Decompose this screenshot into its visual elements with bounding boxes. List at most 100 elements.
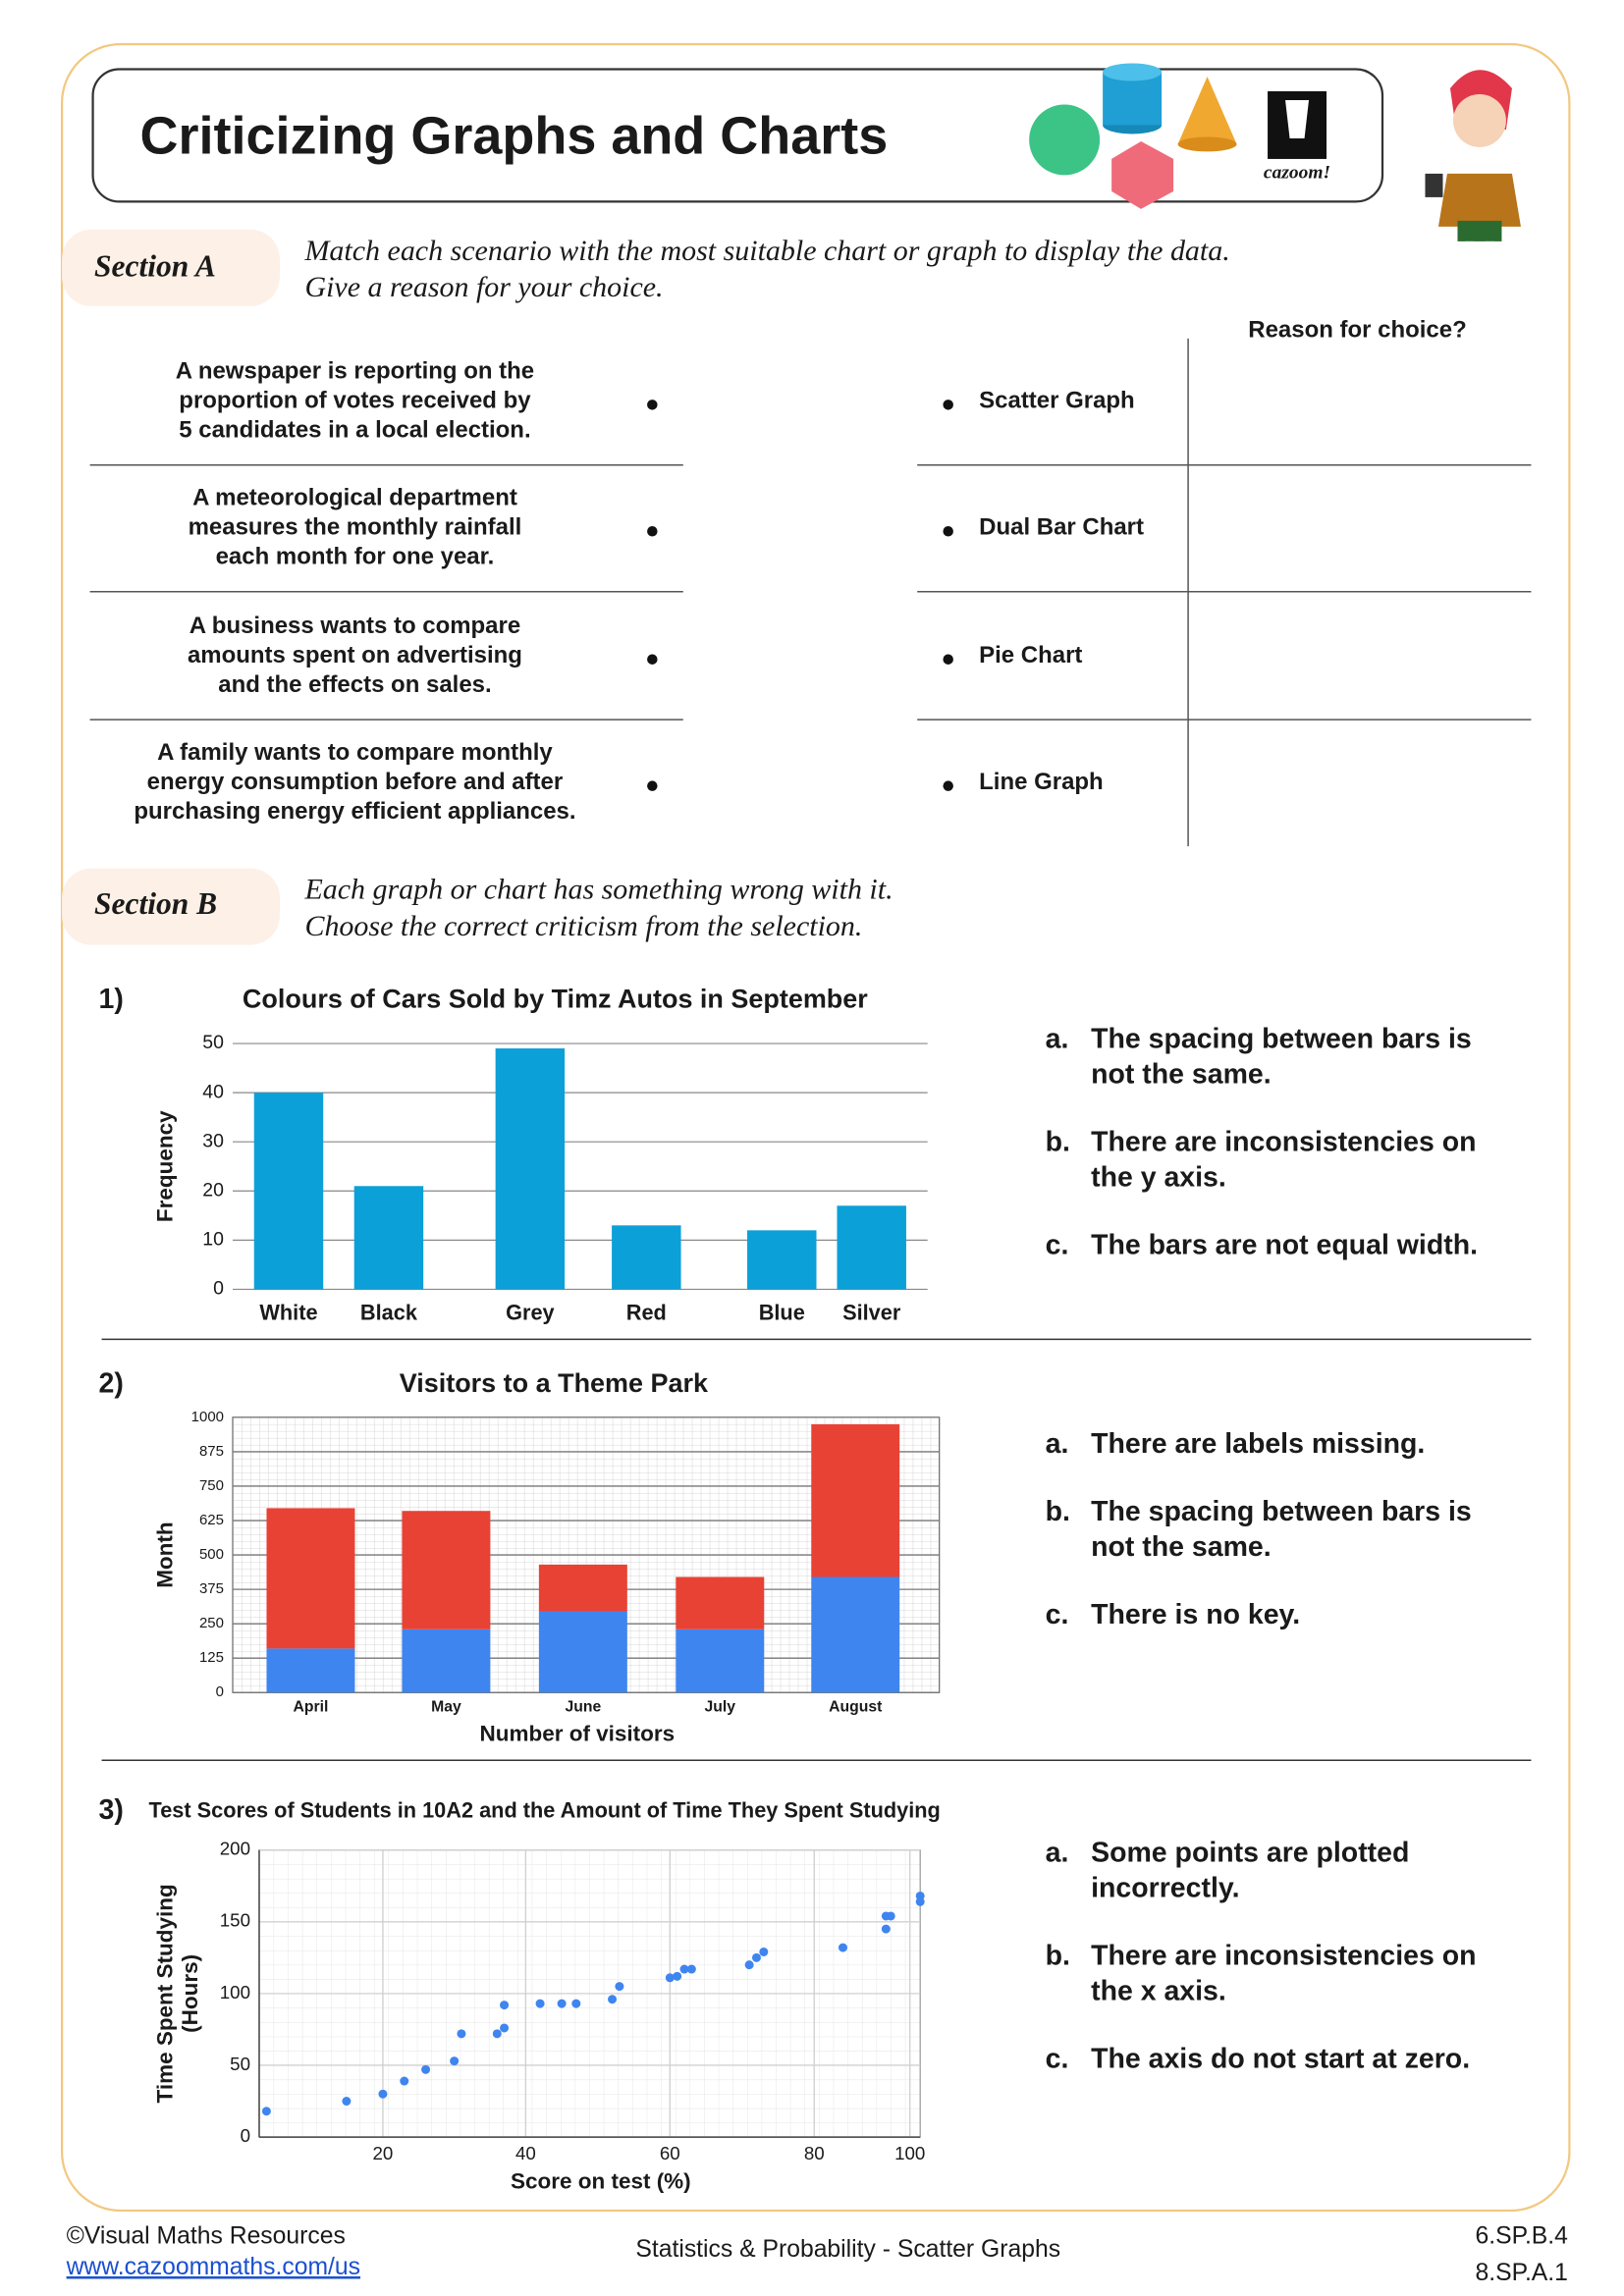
scatter-point xyxy=(915,1896,925,1906)
x-tick-label: April xyxy=(294,1698,329,1715)
standard: 8.SP.A.1 xyxy=(1476,2260,1568,2286)
match-dot xyxy=(647,780,658,791)
scatter-point xyxy=(450,2056,460,2066)
bar xyxy=(495,1048,566,1290)
bar-segment xyxy=(676,1629,765,1693)
bar-segment xyxy=(811,1423,900,1577)
option-text: not the same. xyxy=(1091,1531,1272,1563)
scatter-point xyxy=(535,1999,545,2008)
scatter-point xyxy=(751,1952,761,1962)
bar xyxy=(253,1093,324,1290)
chart-option: Dual Bar Chart xyxy=(979,514,1144,541)
chart-title: Test Scores of Students in 10A2 and the … xyxy=(149,1797,941,1822)
scenario-text: A family wants to compare monthly xyxy=(157,739,553,766)
y-tick-label: 750 xyxy=(199,1477,224,1494)
option-text: There are labels missing. xyxy=(1091,1428,1425,1460)
option-letter: a. xyxy=(1046,1024,1069,1055)
scatter-point xyxy=(400,2076,409,2086)
y-tick-label: 250 xyxy=(199,1615,224,1631)
scatter-point xyxy=(673,1971,682,1981)
y-axis-label: (Hours) xyxy=(178,1954,202,2033)
y-tick-label: 50 xyxy=(202,1032,224,1053)
scatter-point xyxy=(838,1943,847,1952)
match-dot xyxy=(943,780,953,791)
x-tick-label: White xyxy=(259,1301,317,1325)
character-illustration xyxy=(1425,70,1521,268)
scenario-text: A business wants to compare xyxy=(189,613,520,639)
y-tick-label: 40 xyxy=(202,1081,224,1102)
option-letter: c. xyxy=(1046,1599,1069,1630)
y-tick-label: 625 xyxy=(199,1512,224,1528)
bar xyxy=(612,1225,681,1290)
option-letter: a. xyxy=(1046,1428,1069,1460)
chart-option: Scatter Graph xyxy=(979,388,1135,414)
option-letter: a. xyxy=(1046,1838,1069,1869)
y-axis-label: Time Spent Studying xyxy=(152,1884,177,2103)
chart-title: Colours of Cars Sold by Timz Autos in Se… xyxy=(243,985,868,1014)
x-tick-label: 40 xyxy=(515,2143,536,2163)
y-tick-label: 0 xyxy=(241,2125,250,2146)
bar-segment xyxy=(676,1576,765,1629)
scenario-text: and the effects on sales. xyxy=(218,671,491,698)
scenario-text: purchasing energy efficient appliances. xyxy=(134,798,575,825)
y-tick-label: 10 xyxy=(202,1229,224,1251)
instruction: Each graph or chart has something wrong … xyxy=(303,873,893,905)
section-label: Section B xyxy=(94,886,217,921)
scatter-point xyxy=(457,2029,466,2039)
x-tick-label: Silver xyxy=(842,1301,901,1325)
website-link[interactable]: www.cazoommaths.com/us xyxy=(66,2254,360,2280)
scatter-point xyxy=(744,1960,754,1970)
question-number: 3) xyxy=(99,1794,124,1826)
scatter-point xyxy=(608,1995,618,2004)
bar-segment xyxy=(266,1648,355,1693)
option-letter: b. xyxy=(1046,1127,1070,1158)
scenario-text: measures the monthly rainfall xyxy=(189,514,522,541)
page-title: Criticizing Graphs and Charts xyxy=(140,107,889,166)
question-number: 2) xyxy=(99,1367,124,1399)
scatter-point xyxy=(881,1924,891,1934)
x-tick-label: Grey xyxy=(506,1301,555,1325)
y-axis-label: Month xyxy=(152,1522,177,1587)
scenario-text: proportion of votes received by xyxy=(179,388,531,414)
scenario-text: 5 candidates in a local election. xyxy=(179,417,530,444)
scenario-text: A meteorological department xyxy=(192,485,517,511)
chart-title: Visitors to a Theme Park xyxy=(400,1368,709,1398)
topic: Statistics & Probability - Scatter Graph… xyxy=(635,2236,1060,2263)
copyright: ©Visual Maths Resources xyxy=(67,2223,346,2250)
option-letter: b. xyxy=(1046,1941,1070,1972)
scatter-point xyxy=(886,1911,895,1921)
logo-text: cazoom! xyxy=(1264,162,1330,183)
option-letter: c. xyxy=(1046,2044,1069,2075)
bar-segment xyxy=(402,1511,491,1629)
chart-option: Pie Chart xyxy=(979,642,1082,668)
x-tick-label: 100 xyxy=(894,2143,925,2163)
scatter-point xyxy=(686,1964,696,1974)
scatter-point xyxy=(500,2023,510,2033)
bar-segment xyxy=(811,1576,900,1693)
scenario-text: energy consumption before and after xyxy=(147,769,564,795)
y-tick-label: 150 xyxy=(220,1910,250,1931)
standard: 6.SP.B.4 xyxy=(1476,2223,1569,2250)
y-tick-label: 875 xyxy=(199,1443,224,1460)
scatter-point xyxy=(571,1999,581,2008)
bar xyxy=(747,1230,817,1290)
page-border xyxy=(60,42,1571,2213)
scatter-point xyxy=(759,1947,769,1956)
match-dot xyxy=(647,526,658,537)
x-tick-label: July xyxy=(705,1698,736,1715)
x-tick-label: 80 xyxy=(804,2143,825,2163)
scatter-point xyxy=(492,2029,502,2039)
x-tick-label: Black xyxy=(360,1301,418,1325)
instruction: Choose the correct criticism from the se… xyxy=(304,910,862,942)
x-axis-label: Number of visitors xyxy=(480,1722,676,1746)
y-tick-label: 375 xyxy=(199,1580,224,1597)
bar xyxy=(837,1205,906,1290)
option-text: not the same. xyxy=(1091,1059,1272,1091)
y-tick-label: 200 xyxy=(220,1839,250,1859)
y-tick-label: 125 xyxy=(199,1649,224,1666)
scatter-point xyxy=(557,1999,567,2008)
x-tick-label: May xyxy=(431,1698,461,1715)
scatter-point xyxy=(665,1973,675,1983)
section-tab xyxy=(62,868,280,945)
scenario-text: each month for one year. xyxy=(216,544,495,570)
